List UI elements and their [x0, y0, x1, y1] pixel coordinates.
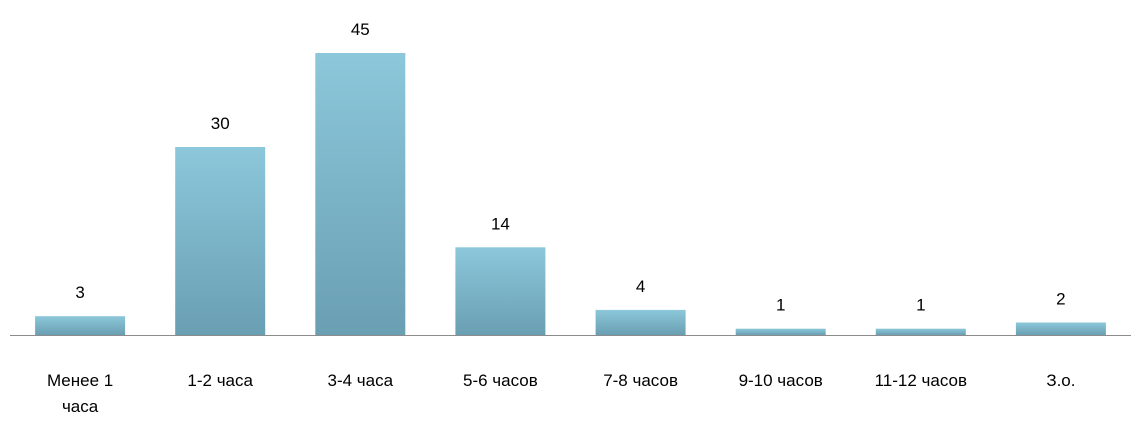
category-label-3: 3-4 часа — [328, 371, 394, 390]
category-label-line: 7-8 часов — [603, 371, 678, 390]
category-label-5: 7-8 часов — [603, 371, 678, 390]
category-label-line: 9-10 часов — [739, 371, 823, 390]
data-labels-layer: 3 30 45 14 4 1 1 2 — [75, 20, 1065, 315]
category-label-line: 3-4 часа — [328, 371, 394, 390]
category-label-4: 5-6 часов — [463, 371, 538, 390]
bar-3 — [315, 53, 406, 335]
bar-5 — [595, 309, 686, 335]
data-label-5: 4 — [636, 277, 645, 296]
data-label-3: 45 — [351, 20, 370, 39]
bar-8 — [1015, 322, 1106, 335]
data-label-2: 30 — [211, 114, 230, 133]
category-label-2: 1-2 часа — [187, 371, 253, 390]
bar-6 — [735, 328, 826, 335]
category-label-1: Менее 1 часа — [47, 371, 113, 416]
category-label-6: 9-10 часов — [739, 371, 823, 390]
category-label-line: часа — [62, 397, 99, 416]
category-label-line: З.о. — [1046, 371, 1075, 390]
bar-1 — [35, 316, 126, 335]
bar-2 — [175, 147, 266, 335]
data-label-1: 3 — [75, 283, 84, 302]
category-label-line: Менее 1 — [47, 371, 113, 390]
category-label-line: 11-12 часов — [875, 371, 967, 390]
category-label-8: З.о. — [1046, 371, 1075, 390]
data-label-8: 2 — [1056, 290, 1065, 309]
bar-4 — [455, 247, 546, 335]
bars-layer — [35, 53, 1106, 335]
category-label-line: 1-2 часа — [187, 371, 253, 390]
bar-7 — [875, 328, 966, 335]
data-label-7: 1 — [916, 296, 925, 315]
category-label-line: 5-6 часов — [463, 371, 538, 390]
category-labels-layer: Менее 1 часа 1-2 часа 3-4 часа 5-6 часов 7-8 … — [47, 371, 1076, 416]
data-label-4: 14 — [491, 214, 510, 233]
data-label-6: 1 — [776, 296, 785, 315]
category-label-7: 11-12 часов — [875, 371, 967, 390]
